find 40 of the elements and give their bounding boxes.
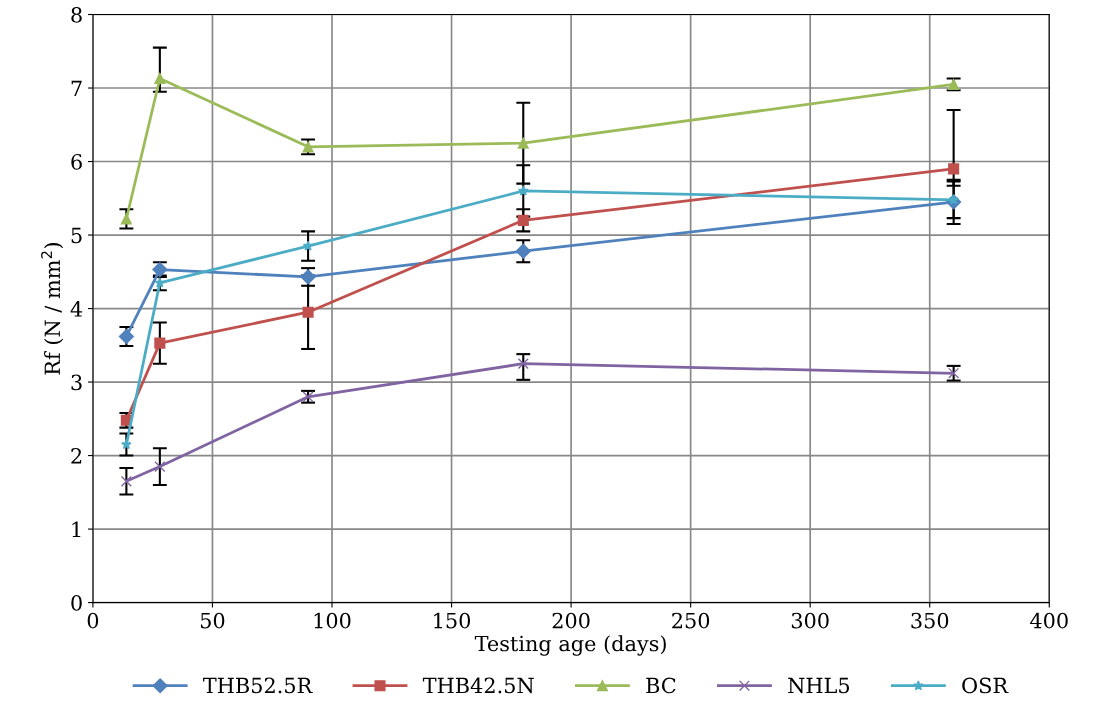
legend-label: THB52.5R bbox=[203, 677, 313, 694]
x-tick-label: 150 bbox=[434, 612, 471, 629]
legend-label: OSR bbox=[962, 677, 1009, 694]
legend-label: THB42.5N bbox=[422, 677, 534, 694]
x-tick-label: 50 bbox=[200, 612, 225, 629]
y-tick-label: 8 bbox=[71, 6, 82, 23]
x-tick-label: 0 bbox=[87, 612, 99, 629]
legend-label: NHL5 bbox=[788, 677, 850, 694]
point bbox=[517, 214, 529, 226]
y-tick-label: 3 bbox=[71, 374, 82, 391]
point bbox=[120, 213, 132, 225]
point bbox=[120, 475, 132, 487]
x-axis-title: Testing age (days) bbox=[474, 635, 666, 656]
point bbox=[517, 185, 529, 196]
y-tick-label: 7 bbox=[71, 80, 82, 96]
y-axis-title: Rf (N / mm$^{2}$) bbox=[41, 243, 64, 375]
point bbox=[302, 306, 314, 318]
point bbox=[948, 163, 960, 175]
y-tick-label: 0 bbox=[71, 595, 82, 611]
point bbox=[154, 461, 166, 473]
point bbox=[154, 72, 166, 85]
point bbox=[515, 243, 531, 259]
x-tick-label: 100 bbox=[314, 612, 351, 629]
point bbox=[302, 240, 314, 251]
x-tick-label: 350 bbox=[911, 612, 949, 629]
point bbox=[121, 438, 132, 450]
x-tick-label: 250 bbox=[672, 612, 710, 629]
x-tick-label: 400 bbox=[1030, 612, 1068, 629]
point bbox=[517, 358, 529, 370]
y-tick-label: 5 bbox=[71, 227, 82, 244]
legend-label: BC bbox=[646, 677, 676, 694]
x-tick-label: 300 bbox=[791, 612, 829, 629]
y-tick-label: 1 bbox=[72, 521, 81, 537]
y-tick-label: 6 bbox=[71, 153, 82, 170]
point bbox=[154, 337, 166, 349]
x-tick-label: 200 bbox=[552, 612, 590, 629]
y-tick-label: 2 bbox=[71, 448, 82, 464]
point bbox=[154, 277, 166, 288]
y-tick-label: 4 bbox=[70, 301, 83, 317]
point bbox=[517, 137, 529, 149]
